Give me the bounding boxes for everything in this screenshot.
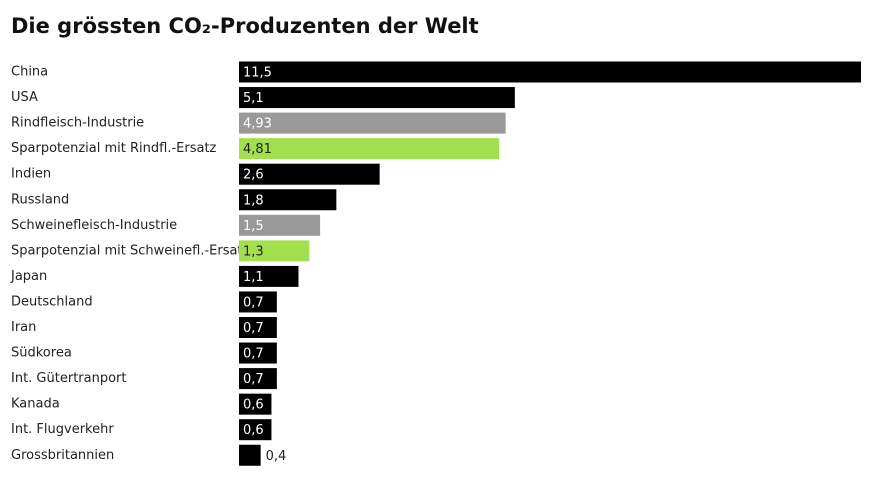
value-label: 0,7: [243, 347, 264, 362]
category-label: Int. Flugverkehr: [11, 422, 114, 437]
bar: [239, 342, 277, 364]
bar: [239, 444, 261, 466]
category-label: Iran: [11, 320, 36, 335]
value-label: 0,6: [243, 398, 264, 413]
bar: [239, 419, 272, 441]
value-label: 0,7: [243, 295, 264, 310]
bar: [239, 138, 500, 160]
value-label: 0,7: [243, 372, 264, 387]
bar: [239, 317, 277, 338]
category-label: Deutschland: [11, 294, 93, 309]
value-label: 1,3: [243, 244, 264, 259]
value-label: 4,93: [243, 117, 272, 132]
category-label: Indien: [11, 167, 51, 182]
value-label: 0,6: [243, 423, 264, 438]
category-label: Südkorea: [11, 346, 72, 361]
category-label: Russland: [11, 192, 69, 207]
value-label: 1,1: [243, 270, 264, 285]
category-label: Sparpotenzial mit Rindfl.-Ersatz: [11, 141, 217, 156]
category-label: Grossbritannien: [11, 448, 114, 463]
bar: [239, 61, 861, 83]
value-label: 2,6: [243, 168, 264, 183]
category-label: Sparpotenzial mit Schweinefl.-Ersatz: [11, 243, 250, 258]
category-label: USA: [11, 90, 38, 105]
bar: [239, 265, 299, 287]
bar: [239, 163, 380, 185]
bar: [239, 393, 272, 415]
chart-title: Die grössten CO₂-Produzenten der Welt: [11, 14, 479, 38]
bar: [239, 214, 321, 236]
category-label: China: [11, 65, 48, 80]
value-label: 0,7: [243, 321, 264, 336]
category-label: Schweinefleisch-Industrie: [11, 218, 177, 233]
category-label: Int. Gütertranport: [11, 371, 126, 386]
bar: [239, 87, 515, 109]
value-label: 5,1: [243, 91, 264, 106]
value-label: 4,81: [243, 142, 272, 157]
category-label: Kanada: [11, 397, 60, 412]
bar: [239, 240, 310, 262]
bar: [239, 368, 277, 390]
category-label: Japan: [10, 269, 47, 284]
value-label: 1,8: [243, 193, 264, 208]
value-label: 0,4: [266, 449, 287, 464]
value-label: 1,5: [243, 219, 264, 234]
value-label: 11,5: [243, 66, 272, 81]
bar: [239, 112, 506, 134]
bar: [239, 189, 337, 211]
category-label: Rindfleisch-Industrie: [11, 116, 144, 131]
bar: [239, 291, 277, 313]
